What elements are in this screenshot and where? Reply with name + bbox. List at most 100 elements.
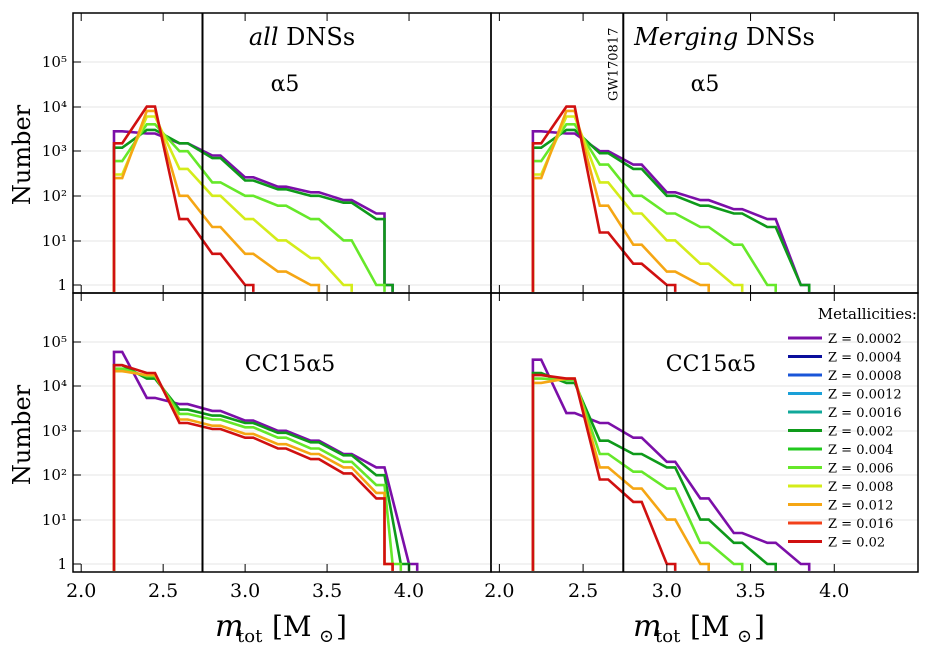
x-tick-label: 2.0	[66, 580, 96, 602]
panel-title: Merging DNSs	[633, 23, 815, 51]
series-line	[531, 115, 744, 292]
xlabel-m: m	[633, 609, 661, 644]
xlabel-unit-sub: ⊙	[319, 626, 334, 647]
legend-entry: Z = 0.02	[788, 536, 885, 551]
legend-entry: Z = 0.016	[788, 517, 893, 532]
legend-entry: Z = 0.008	[788, 480, 893, 495]
series-line	[112, 350, 419, 571]
legend-label: Z = 0.012	[828, 499, 893, 514]
y-tick-label: 10⁴	[42, 98, 67, 116]
y-axis-label-top: Number	[8, 104, 36, 205]
x-tick-label: 3.0	[652, 580, 682, 602]
x-tick-label: 4.0	[394, 580, 424, 602]
legend-label: Z = 0.0016	[828, 406, 902, 421]
model-label: α5	[691, 72, 720, 97]
legend-label: Z = 0.0004	[828, 351, 902, 366]
series-line	[112, 363, 394, 571]
y-tick-label: 10¹	[42, 511, 67, 529]
model-label: α5	[271, 72, 300, 97]
legend-entry: Z = 0.0008	[788, 369, 902, 384]
xlabel-unit: [M	[272, 610, 312, 643]
y-tick-label: 10²	[42, 187, 67, 205]
series-line	[531, 373, 677, 571]
x-tick-label: 2.5	[568, 580, 598, 602]
legend-label: Z = 0.002	[828, 425, 893, 440]
legend-title: Metallicities:	[818, 305, 917, 323]
y-tick-label: 1	[57, 555, 67, 573]
panel-top-left: 1 10¹ 10² 10³ 10⁴ 10⁵ all DNSs α5	[42, 12, 492, 294]
legend-label: Z = 0.02	[828, 536, 885, 551]
y-tick-label: 1	[57, 276, 67, 294]
x-tick-label: 3.5	[312, 580, 342, 602]
panel-bottom-left: 1 10¹ 10² 10³ 10⁴ 10⁵ 2.0 2.5 3.0 3.5 4.0 CC15α5	[42, 292, 492, 602]
x-axis-label-right: m tot [M ⊙ ]	[633, 609, 765, 647]
legend-entry: Z = 0.006	[788, 462, 893, 477]
legend-label: Z = 0.004	[828, 443, 893, 458]
series-line	[531, 371, 777, 571]
panels: 1 10¹ 10² 10³ 10⁴ 10⁵ all DNSs α5 Merging DNSs α5…	[42, 12, 919, 602]
panel-title: all DNSs	[249, 23, 355, 51]
legend-entry: Z = 0.0012	[788, 388, 902, 403]
legend-label: Z = 0.0008	[828, 369, 902, 384]
series-line	[112, 105, 255, 292]
legend-label: Z = 0.006	[828, 462, 893, 477]
series-line	[531, 358, 811, 571]
y-tick-label: 10³	[42, 422, 67, 440]
y-tick-label: 10¹	[42, 232, 67, 250]
x-axis-label-left: m tot [M ⊙ ]	[215, 609, 347, 647]
series-line	[531, 377, 744, 571]
vline-label: GW170817	[606, 28, 621, 101]
legend-label: Z = 0.016	[828, 517, 893, 532]
legend-entry: Z = 0.0004	[788, 351, 902, 366]
y-tick-label: 10²	[42, 466, 67, 484]
legend-label: Z = 0.0002	[828, 332, 902, 347]
x-tick-label: 2.5	[148, 580, 178, 602]
xlabel-unit-sub: ⊙	[737, 626, 752, 647]
panel-frame	[490, 292, 919, 573]
series-line	[112, 130, 394, 292]
x-tick-label: 3.0	[230, 580, 260, 602]
series-line	[112, 128, 394, 292]
xlabel-close: ]	[754, 610, 765, 643]
series-line	[531, 105, 677, 292]
series-line	[531, 109, 710, 292]
x-tick-label: 4.0	[819, 580, 849, 602]
legend-entry: Z = 0.0002	[788, 332, 902, 347]
legend-entry: Z = 0.012	[788, 499, 893, 514]
xlabel-sub: tot	[655, 626, 681, 647]
y-tick-label: 10⁴	[42, 377, 67, 395]
x-tick-label: 2.0	[484, 580, 514, 602]
series-line	[531, 123, 777, 292]
legend-label: Z = 0.0012	[828, 388, 902, 403]
panel-frame	[490, 12, 919, 294]
series-line	[112, 369, 394, 571]
series-line	[112, 123, 386, 292]
xlabel-unit: [M	[690, 610, 730, 643]
model-label: CC15α5	[245, 352, 336, 377]
series-line	[531, 377, 710, 571]
y-tick-label: 10⁵	[42, 53, 67, 71]
panel-bottom-right: 2.0 2.5 3.0 3.5 4.0 CC15α5	[484, 292, 919, 602]
series-line	[112, 363, 411, 571]
xlabel-close: ]	[336, 610, 347, 643]
series-line	[112, 115, 353, 292]
series-line	[112, 109, 321, 292]
legend-entries: Z = 0.0002 Z = 0.0004 Z = 0.0008 Z = 0.0012…	[788, 332, 902, 551]
series-line	[531, 128, 811, 292]
panel-frame	[72, 12, 492, 294]
legend-entry: Z = 0.0016	[788, 406, 902, 421]
panel-top-right: Merging DNSs α5 GW170817	[490, 12, 919, 294]
y-tick-label: 10³	[42, 142, 67, 160]
legend-label: Z = 0.008	[828, 480, 893, 495]
y-tick-label: 10⁵	[42, 333, 67, 351]
xlabel-m: m	[215, 609, 243, 644]
xlabel-sub: tot	[237, 626, 263, 647]
series-line	[531, 130, 811, 292]
y-axis-label-bottom: Number	[8, 384, 36, 485]
legend-entry: Z = 0.002	[788, 425, 893, 440]
x-tick-label: 3.5	[735, 580, 765, 602]
legend-entry: Z = 0.004	[788, 443, 893, 458]
model-label: CC15α5	[666, 352, 757, 377]
